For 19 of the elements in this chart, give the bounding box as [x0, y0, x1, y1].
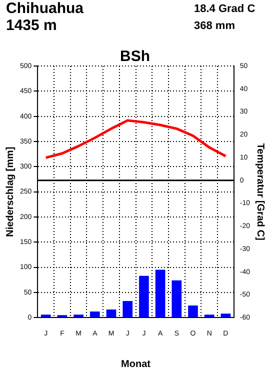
- bar: [90, 312, 100, 318]
- bar: [220, 314, 231, 318]
- text: BSh: [120, 48, 150, 65]
- bar: [40, 314, 51, 318]
- bar: [155, 270, 166, 318]
- bar: [204, 314, 214, 318]
- bar: [188, 306, 198, 318]
- text: 18.4 Grad C: [194, 3, 256, 15]
- bar: [139, 276, 149, 318]
- text: 368 mm: [194, 20, 235, 32]
- bar: [74, 314, 84, 318]
- y-axis-title: Niederschlag [mm]: [4, 146, 16, 237]
- y2-axis-title: Temperatur [Grad C]: [254, 143, 266, 240]
- chart-title: Chihuahua: [6, 0, 84, 17]
- bar: [106, 310, 116, 318]
- chart-subtitle: 1435 m: [6, 17, 57, 34]
- x-axis-title: Monat: [121, 358, 152, 370]
- bar: [122, 300, 133, 318]
- bar: [172, 280, 182, 318]
